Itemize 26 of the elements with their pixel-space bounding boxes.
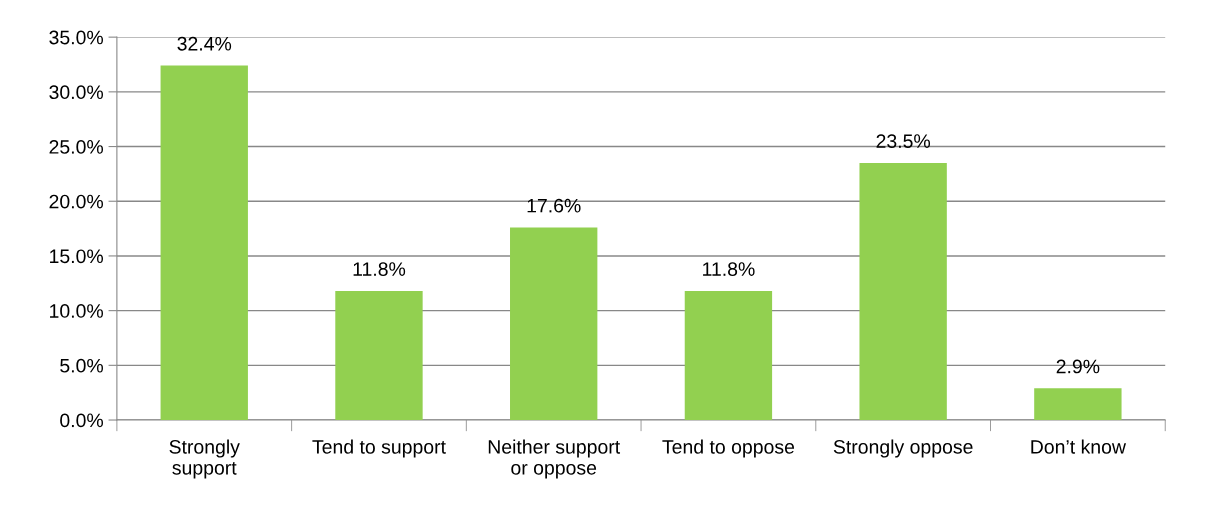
data-label: 32.4%	[177, 36, 232, 51]
y-tick-label: 20.0%	[49, 194, 103, 209]
y-tick-label: 15.0%	[50, 249, 103, 264]
x-tick-label: Strongly support	[169, 439, 240, 479]
bar	[859, 162, 947, 421]
data-label: 11.8%	[703, 262, 755, 276]
bar	[335, 290, 423, 421]
y-tick-label: 10.0%	[50, 304, 103, 318]
y-tick-label: 5.0%	[60, 358, 103, 373]
data-label: 11.8%	[353, 262, 406, 276]
x-tick-label: Strongly oppose	[833, 439, 973, 458]
x-tick-label: Don’t know	[1031, 439, 1127, 454]
x-tick-label: Tend to support	[312, 439, 446, 458]
data-label: 17.6%	[527, 198, 581, 213]
bar	[510, 227, 598, 421]
y-tick-label: 25.0%	[49, 140, 103, 154]
data-label: 23.5%	[876, 134, 931, 148]
data-label: 2.9%	[1056, 359, 1100, 374]
y-tick-label: 0.0%	[60, 413, 103, 428]
y-tick-label: 35.0%	[49, 30, 103, 45]
bar	[160, 65, 248, 421]
bar	[684, 290, 773, 421]
bar	[1034, 388, 1122, 421]
x-tick-label: Neither support or oppose	[488, 439, 621, 479]
x-tick-label: Tend to oppose	[662, 439, 795, 458]
y-tick-label: 30.0%	[49, 85, 103, 100]
